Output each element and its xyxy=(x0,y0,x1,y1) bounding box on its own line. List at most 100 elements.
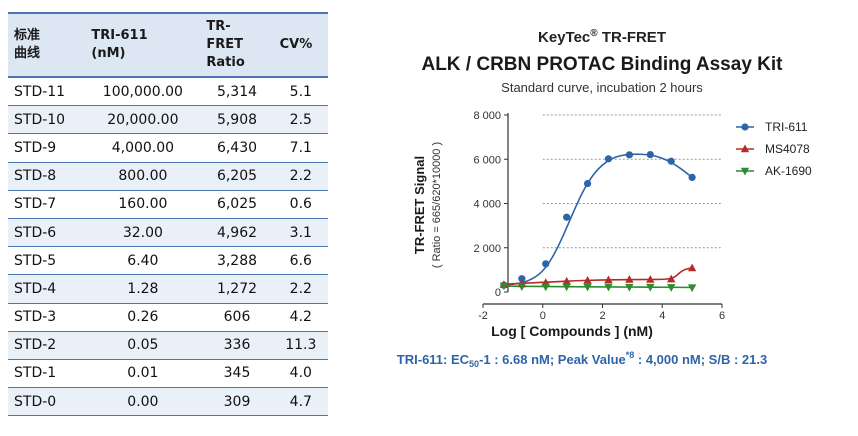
table-row: STD-6 32.00 4,962 3.1 xyxy=(8,218,328,248)
std-name-cell: STD-9 xyxy=(8,133,86,163)
chart-axes xyxy=(483,113,722,305)
ratio-cell: 6,025 xyxy=(200,190,274,219)
ratio-cell: 1,272 xyxy=(200,274,274,304)
std-name-cell: STD-0 xyxy=(8,387,86,417)
cv-cell: 2.5 xyxy=(273,105,328,135)
y-axis-label: TR-FRET Signal xyxy=(412,156,427,254)
data-point-ak-1690 xyxy=(625,283,634,292)
series-curve-tri-611 xyxy=(503,153,693,286)
legend-label: MS4078 xyxy=(765,142,810,156)
legend-label: TRI-611 xyxy=(765,120,808,134)
cv-cell: 4.7 xyxy=(273,387,328,417)
data-point-tri-611 xyxy=(563,213,571,221)
data-point-ak-1690 xyxy=(541,283,550,292)
x-tick-label: -2 xyxy=(478,310,488,322)
std-name-cell: STD-3 xyxy=(8,303,86,332)
y-tick-label: 6 000 xyxy=(473,154,501,166)
concentration-cell: 4,000.00 xyxy=(85,133,201,163)
data-point-ms4078 xyxy=(687,263,697,272)
concentration-cell: 0.00 xyxy=(85,387,201,417)
concentration-cell: 0.01 xyxy=(85,359,201,389)
header-std-curve: 标准 曲线 xyxy=(8,12,86,78)
chart-brand: KeyTec® TR-FRET xyxy=(538,28,666,46)
std-name-cell: STD-2 xyxy=(8,331,86,360)
data-point-tri-611 xyxy=(604,155,613,163)
std-name-cell: STD-8 xyxy=(8,162,86,191)
y-tick-label: 8 000 xyxy=(473,110,501,122)
data-point-tri-611 xyxy=(667,157,675,165)
x-axis-label: Log [ Compounds ] (nM) xyxy=(491,323,653,339)
series-curve-ak-1690 xyxy=(503,285,693,289)
y-axis-sublabel: ( Ratio = 665/620*10000 ) xyxy=(431,142,443,268)
data-point-ak-1690 xyxy=(604,283,613,292)
data-point-ms4078 xyxy=(667,274,676,283)
data-point-tri-611 xyxy=(688,173,696,181)
cv-cell: 5.1 xyxy=(273,77,328,107)
chart-title: ALK / CRBN PROTAC Binding Assay Kit xyxy=(421,54,783,75)
cv-cell: 4.2 xyxy=(273,303,328,332)
table-row: STD-8 800.00 6,205 2.2 xyxy=(8,162,328,191)
chart-titles: KeyTec® TR-FRET ALK / CRBN PROTAC Bindin… xyxy=(421,28,783,95)
table-row: STD-1 0.01 345 4.0 xyxy=(8,359,328,389)
ratio-cell: 606 xyxy=(200,303,274,332)
table-header: 标准 曲线 TRI-611 (nM) TR- FRET Ratio CV% xyxy=(8,12,328,78)
cv-cell: 4.0 xyxy=(273,359,328,389)
footnote-tail: : 4,000 nM; S/B : 21.3 xyxy=(634,352,767,367)
table-body: STD-11 100,000.00 5,314 5.1 STD-10 20,000.00 5… xyxy=(8,77,328,417)
legend-marker xyxy=(740,167,750,176)
data-point-ak-1690 xyxy=(646,283,655,292)
data-point-ms4078 xyxy=(646,275,655,283)
footnote-sup: *8 xyxy=(626,350,635,360)
data-point-ms4078 xyxy=(583,275,592,284)
footnote-rest: -1 : 6.68 nM; Peak Value xyxy=(479,352,626,367)
table-row: STD-10 20,000.00 5,908 2.5 xyxy=(8,105,328,135)
std-name-cell: STD-6 xyxy=(8,218,86,248)
std-name-cell: STD-4 xyxy=(8,274,86,304)
data-point-tri-611 xyxy=(625,151,633,159)
x-tick-label: 6 xyxy=(719,310,725,322)
concentration-cell: 20,000.00 xyxy=(85,105,201,135)
data-point-tri-611 xyxy=(518,275,526,283)
legend-label: AK-1690 xyxy=(765,164,812,178)
table-row: STD-0 0.00 309 4.7 xyxy=(8,387,328,417)
data-point-tri-611 xyxy=(542,260,550,268)
ratio-cell: 336 xyxy=(200,331,274,360)
header-cv: CV% xyxy=(273,12,328,78)
series-curve-ms4078 xyxy=(503,267,693,286)
std-name-cell: STD-7 xyxy=(8,190,86,219)
concentration-cell: 100,000.00 xyxy=(85,77,201,107)
y-tick-label: 4 000 xyxy=(473,199,501,211)
ratio-cell: 309 xyxy=(200,387,274,417)
ratio-cell: 4,962 xyxy=(200,218,274,248)
cv-cell: 11.3 xyxy=(273,331,328,360)
chart-ticks: 0 2 000 4 000 6 000 8 000 -2 0 2 4 6 xyxy=(473,110,725,322)
brand-mark: ® xyxy=(590,28,598,39)
ratio-cell: 6,205 xyxy=(200,162,274,191)
cv-cell: 3.1 xyxy=(273,218,328,248)
concentration-cell: 160.00 xyxy=(85,190,201,219)
cv-cell: 2.2 xyxy=(273,162,328,191)
std-name-cell: STD-1 xyxy=(8,359,86,389)
concentration-cell: 0.26 xyxy=(85,303,201,332)
table-row: STD-7 160.00 6,025 0.6 xyxy=(8,190,328,219)
cv-cell: 0.6 xyxy=(273,190,328,219)
ratio-cell: 6,430 xyxy=(200,133,274,163)
chart-legend: TRI-611 MS4078 AK-1690 xyxy=(736,120,812,178)
data-point-ms4078 xyxy=(604,275,613,284)
concentration-cell: 32.00 xyxy=(85,218,201,248)
ratio-cell: 5,314 xyxy=(200,77,274,107)
x-tick-label: 4 xyxy=(659,310,665,322)
cv-cell: 6.6 xyxy=(273,246,328,276)
table-row: STD-9 4,000.00 6,430 7.1 xyxy=(8,133,328,163)
data-point-ak-1690 xyxy=(687,284,697,293)
brand-suffix: TR-FRET xyxy=(598,29,666,46)
y-tick-label: 2 000 xyxy=(473,243,501,255)
footnote: TRI-611: EC50-1 : 6.68 nM; Peak Value*8 … xyxy=(397,350,767,369)
cv-cell: 2.2 xyxy=(273,274,328,304)
table-row: STD-4 1.28 1,272 2.2 xyxy=(8,274,328,304)
data-point-ak-1690 xyxy=(583,283,592,292)
ratio-cell: 345 xyxy=(200,359,274,389)
cv-cell: 7.1 xyxy=(273,133,328,163)
chart-subtitle: Standard curve, incubation 2 hours xyxy=(501,80,703,95)
chart-grid xyxy=(542,114,722,249)
